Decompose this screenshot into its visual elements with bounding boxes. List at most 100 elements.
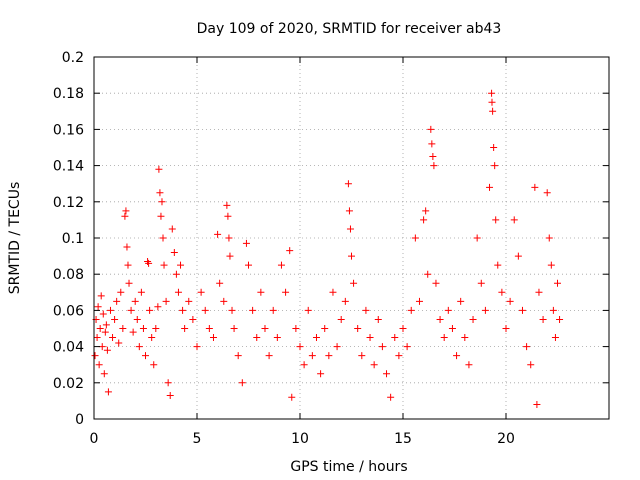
data-point	[411, 234, 419, 242]
data-point	[137, 288, 145, 296]
data-point	[139, 325, 147, 332]
data-point	[539, 315, 547, 323]
data-point	[234, 352, 242, 360]
data-point	[491, 162, 499, 170]
data-point	[261, 325, 269, 332]
data-point	[162, 297, 170, 305]
axis-ticks: 0 0.02 0.04 0.06 0.08 0.1 0.12 0.14 0.16 0.18 0.2 0…	[53, 50, 609, 447]
y-tick-label: 0.06	[53, 303, 84, 319]
data-point	[545, 234, 553, 242]
data-point	[117, 288, 125, 296]
data-point	[510, 216, 518, 224]
y-tick-label: 0.1	[62, 231, 84, 247]
data-point	[429, 153, 437, 161]
data-point	[102, 321, 110, 329]
data-point	[156, 189, 164, 197]
data-point	[95, 361, 103, 369]
data-point	[119, 325, 127, 332]
data-point	[399, 325, 407, 332]
chart-title: Day 109 of 2020, SRMTID for receiver ab4…	[197, 21, 502, 37]
data-point	[209, 334, 217, 342]
data-point	[457, 297, 465, 305]
data-point	[164, 379, 172, 387]
data-point	[374, 315, 382, 323]
data-point	[155, 165, 163, 173]
data-point	[131, 297, 139, 305]
data-point	[154, 303, 162, 311]
data-point	[172, 270, 180, 278]
data-point	[288, 393, 296, 401]
data-point	[168, 225, 176, 233]
data-point	[93, 334, 101, 342]
data-point	[440, 334, 448, 342]
data-point	[533, 401, 541, 409]
data-point	[344, 180, 352, 188]
y-tick-label: 0.08	[53, 267, 84, 283]
data-point	[158, 198, 166, 206]
data-point	[148, 334, 156, 342]
data-point	[333, 343, 341, 351]
data-point	[133, 315, 141, 323]
data-point	[346, 225, 354, 233]
data-point	[145, 259, 153, 267]
y-tick-label: 0.04	[53, 340, 84, 356]
data-point	[91, 352, 99, 360]
data-point	[488, 98, 496, 106]
data-point	[403, 343, 411, 351]
data-point	[97, 292, 105, 300]
data-point	[535, 288, 543, 296]
data-point	[422, 207, 430, 215]
data-point	[498, 288, 506, 296]
data-point	[214, 230, 222, 238]
data-point	[366, 334, 374, 342]
data-point	[230, 325, 238, 332]
data-point	[160, 261, 168, 269]
data-point	[358, 352, 366, 360]
data-point	[444, 306, 452, 314]
data-point	[321, 325, 329, 332]
data-point	[101, 328, 109, 336]
data-point	[238, 379, 246, 387]
data-point	[551, 334, 559, 342]
data-point	[197, 288, 205, 296]
data-point	[174, 288, 182, 296]
y-axis-label: SRMTID / TECUs	[7, 182, 23, 295]
data-point	[205, 325, 213, 332]
x-tick-label: 10	[291, 431, 309, 447]
data-point	[106, 306, 114, 314]
data-point	[122, 207, 130, 215]
data-point	[121, 212, 129, 220]
data-point	[115, 339, 123, 347]
data-point	[193, 343, 201, 351]
data-point	[341, 297, 349, 305]
data-point	[350, 279, 358, 287]
data-point	[257, 288, 265, 296]
data-point	[549, 306, 557, 314]
grid-lines	[94, 57, 609, 419]
data-point	[242, 239, 250, 247]
data-point	[181, 325, 189, 332]
data-point	[94, 303, 102, 311]
data-point	[170, 248, 178, 256]
data-point	[189, 315, 197, 323]
data-point	[129, 328, 137, 336]
data-point	[99, 310, 107, 318]
y-tick-label: 0.16	[53, 122, 84, 138]
data-point	[269, 306, 277, 314]
data-point	[514, 252, 522, 260]
data-point	[157, 212, 165, 220]
data-point	[391, 334, 399, 342]
x-tick-label: 0	[90, 431, 99, 447]
data-point	[282, 288, 290, 296]
data-point	[286, 247, 294, 255]
data-point	[292, 325, 300, 332]
data-points	[91, 89, 564, 409]
data-point	[127, 306, 135, 314]
data-point	[329, 288, 337, 296]
data-point	[415, 297, 423, 305]
data-point	[296, 343, 304, 351]
data-point	[300, 361, 308, 369]
data-point	[103, 346, 111, 354]
data-point	[473, 234, 481, 242]
